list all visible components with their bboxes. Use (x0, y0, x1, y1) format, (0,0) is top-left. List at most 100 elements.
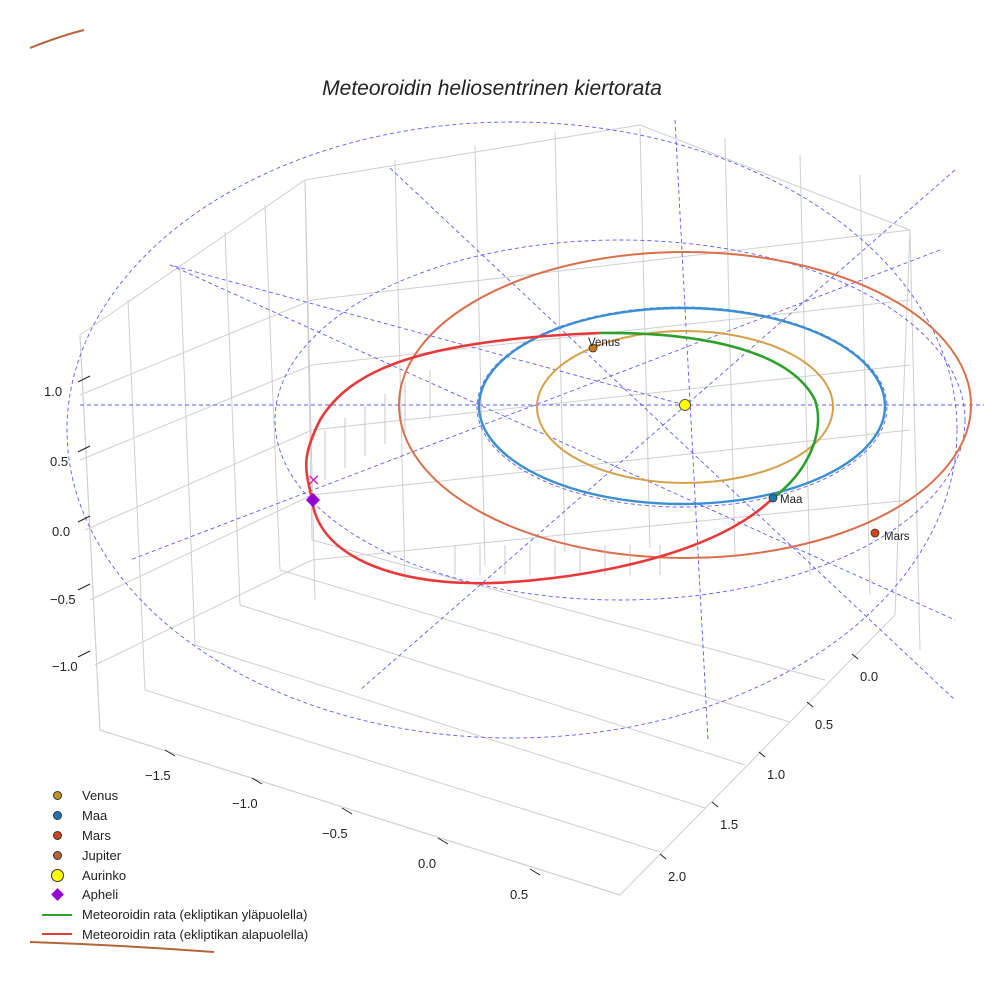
legend-item: Jupiter (40, 845, 308, 865)
grid-line (554, 131, 566, 553)
z-tick-mark (77, 583, 91, 591)
legend-item: Meteoroidin rata (ekliptikan alapuolella… (40, 925, 308, 945)
jupiter-orbit-arc-bottom (29, 941, 215, 953)
legend-marker (52, 791, 62, 801)
x-tick-mark (437, 837, 449, 845)
grid-line (311, 539, 826, 681)
grid-line (724, 137, 736, 559)
legend-item: Meteoroidin rata (ekliptikan yläpuolella… (40, 905, 308, 925)
ecliptic-spoke (359, 169, 956, 691)
grid-line (264, 204, 281, 571)
grid-line (79, 364, 313, 461)
legend-marker (52, 830, 62, 840)
ecliptic-spoke (129, 249, 941, 561)
ecliptic-ring-outer (66, 121, 958, 739)
z-tick-label: 0.5 (50, 454, 68, 469)
sun-marker (679, 399, 691, 411)
ecliptic-ring-inner (476, 306, 888, 508)
y-tick-label: 2.0 (668, 869, 686, 884)
grid-line (909, 229, 921, 651)
legend-swatch (40, 850, 74, 860)
legend-swatch (40, 830, 74, 840)
chart-title: Meteoroidin heliosentrinen kiertorata (322, 77, 662, 100)
jupiter-orbit-arc-top (29, 29, 85, 49)
grid-line (394, 159, 406, 581)
grid-line (239, 604, 746, 766)
y-tick-mark (806, 701, 814, 708)
grid-line (279, 569, 791, 723)
ecliptic-ring-middle (274, 239, 966, 601)
legend-item: Apheli (40, 885, 308, 905)
grid-line (89, 494, 313, 601)
mars-label: Mars (884, 531, 910, 543)
grid-line (311, 364, 911, 431)
z-tick-label: −1.0 (52, 659, 78, 674)
x-tick-label: 0.0 (418, 856, 436, 871)
ecliptic-spoke (674, 119, 709, 741)
legend-marker (42, 933, 72, 936)
grid-line (127, 299, 146, 691)
axis-ticks: 1.0 0.5 0.0 −0.5 −1.0 −1.5 −1.0 −0.5 0.0 0.5 0.0 0.… (44, 375, 878, 902)
x-tick-label: −0.5 (322, 826, 348, 841)
x-tick-mark (251, 777, 263, 785)
venus-marker (588, 343, 598, 353)
legend-swatch (40, 868, 74, 882)
grid-line (194, 644, 706, 809)
y-tick-label: 0.5 (815, 717, 833, 732)
grid-line (474, 144, 486, 566)
grid-line (311, 429, 911, 496)
z-tick-mark (77, 515, 91, 523)
ecliptic-spoke (169, 264, 686, 406)
z-tick-label: 1.0 (44, 384, 62, 399)
earth-marker (768, 493, 778, 503)
grid-line (79, 299, 313, 396)
legend-label: Maa (82, 808, 108, 824)
y-tick-label: 0.0 (860, 669, 878, 684)
grid-line (179, 264, 196, 646)
mars-orbit (398, 251, 972, 559)
y-tick-label: 1.0 (767, 767, 785, 782)
y-tick-mark (851, 653, 859, 660)
legend-swatch (40, 811, 74, 821)
grid-line (639, 127, 651, 549)
legend-label: Meteoroidin rata (ekliptikan yläpuolella… (82, 907, 308, 923)
ecliptic-spoke (169, 264, 956, 621)
aphelion-cross-marker: × (307, 470, 320, 489)
z-tick-label: 0.0 (52, 524, 70, 539)
grid-line (311, 499, 911, 561)
legend-label: Mars (82, 827, 111, 843)
x-tick-mark (164, 749, 176, 757)
grid-line (144, 689, 661, 853)
z-tick-mark (77, 375, 91, 383)
legend-swatch (40, 913, 74, 916)
axes-box-edge (79, 334, 896, 896)
y-tick-mark (758, 751, 766, 758)
axes-box-edge (79, 124, 911, 616)
earth-label: Maa (780, 494, 803, 506)
legend-item: Aurinko (40, 865, 308, 885)
x-tick-label: 0.5 (510, 887, 528, 902)
x-tick-mark (529, 868, 541, 876)
legend-marker (42, 913, 72, 916)
aphelion-marker (305, 492, 321, 508)
x-tick-label: −1.0 (232, 796, 258, 811)
grid-line (304, 179, 316, 601)
legend-item: Mars (40, 826, 308, 846)
legend-swatch (40, 933, 74, 936)
venus-label: Venus (588, 337, 620, 349)
earth-orbit (477, 306, 887, 506)
grid-line (799, 154, 811, 576)
z-tick-label: −0.5 (50, 592, 76, 607)
legend-marker (50, 868, 64, 882)
legend-label: Jupiter (82, 847, 122, 863)
z-tick-mark (77, 445, 91, 453)
legend-marker (50, 888, 64, 902)
venus-orbit (536, 330, 834, 484)
y-tick-mark (659, 853, 667, 860)
ecliptic-spoke (389, 167, 956, 701)
legend-marker (52, 850, 62, 860)
x-tick-mark (341, 807, 353, 815)
meteoroid-orbit-below (304, 331, 774, 585)
z-tick-mark (77, 650, 91, 658)
